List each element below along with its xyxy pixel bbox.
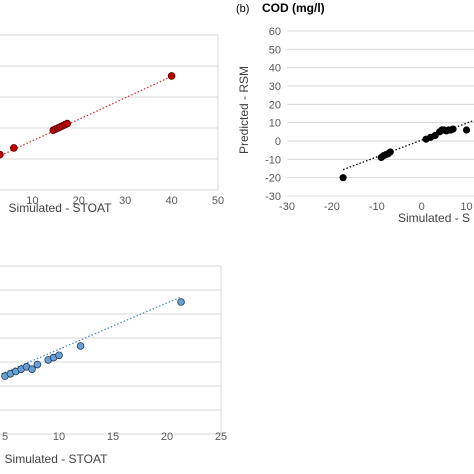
x-tick-label: 20 <box>73 195 85 207</box>
x-tick-label: 10 <box>26 195 38 207</box>
data-point <box>63 119 71 128</box>
data-point <box>28 365 36 373</box>
y-tick-label: 60 <box>269 26 281 38</box>
x-tick-label: 0 <box>419 201 425 213</box>
panel-c-scatter: 5 10 15 20 25 Simulated - STOAT <box>0 265 227 466</box>
data-point <box>76 342 85 350</box>
data-point <box>33 360 42 369</box>
y-tick-label: 0 <box>275 136 281 148</box>
panel-b-label: (b) <box>236 3 249 15</box>
x-tick-label: -10 <box>369 201 385 213</box>
panel-b-title: COD (mg/l) <box>262 1 325 15</box>
y-tick-label: 40 <box>269 63 281 75</box>
trendline <box>0 296 182 376</box>
y-tick-label: 50 <box>269 44 281 56</box>
x-tick-label: 10 <box>53 431 65 443</box>
y-tick-label: 30 <box>269 81 281 93</box>
panel-a-scatter: 10 20 30 40 50 Simulated - STOAT <box>0 34 224 215</box>
x-tick-label: -20 <box>324 201 340 213</box>
data-point <box>0 150 4 159</box>
x-tick-label: 5 <box>2 431 8 443</box>
y-tick-label: 10 <box>269 118 281 130</box>
data-point <box>10 144 18 152</box>
panel-b-xlabel: Simulated - S <box>398 211 470 225</box>
data-point <box>177 298 185 306</box>
x-tick-label: 30 <box>119 195 131 207</box>
y-tick-label: -20 <box>265 173 281 185</box>
x-tick-label: 10 <box>460 201 472 213</box>
x-tick-label: 25 <box>215 431 227 443</box>
data-point <box>462 126 471 134</box>
y-tick-label: -10 <box>265 154 281 166</box>
panel-a-xlabel: Simulated - STOAT <box>9 201 113 215</box>
panel-b-ylabel: Predicted - RSM <box>237 66 251 154</box>
data-point <box>449 125 457 133</box>
y-tick-label: -30 <box>265 191 281 203</box>
trendline <box>0 75 172 157</box>
x-tick-label: 50 <box>212 195 224 207</box>
panel-b-scatter: (b) COD (mg/l) -30 -20 -10 0 10 20 30 40 50 60 -30… <box>236 1 474 225</box>
x-tick-label: 40 <box>165 195 177 207</box>
data-point <box>167 72 176 80</box>
y-tick-label: 20 <box>269 99 281 111</box>
x-tick-label: 15 <box>107 431 119 443</box>
x-tick-label: -30 <box>279 201 295 213</box>
data-point <box>55 351 63 360</box>
data-point <box>386 148 394 156</box>
panel-c-xlabel: Simulated - STOAT <box>5 452 109 466</box>
data-point <box>339 174 347 182</box>
x-tick-label: 20 <box>161 431 173 443</box>
trendline <box>342 119 474 171</box>
